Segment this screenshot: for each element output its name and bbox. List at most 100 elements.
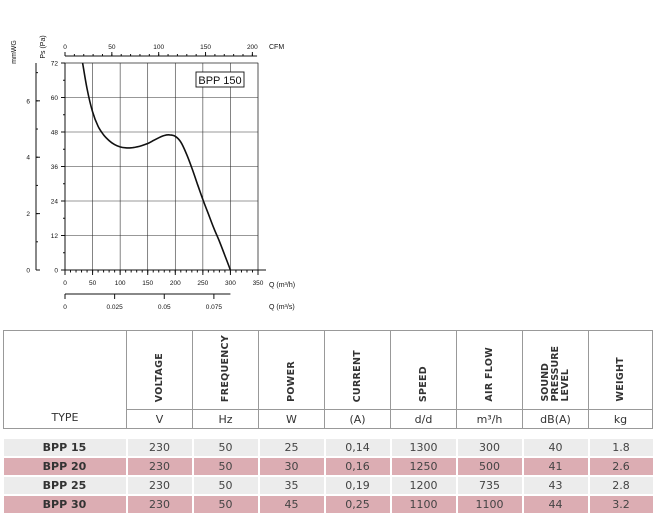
cell-voltage: 230 <box>125 494 193 513</box>
chart-axes <box>35 55 266 295</box>
m3s-tick-label: 0 <box>63 304 67 311</box>
m3h-tick-label: 250 <box>197 280 208 287</box>
y-right-axis-label: Ps (Pa) <box>40 35 47 58</box>
pa-tick-label: 12 <box>51 233 59 240</box>
cell-speed: 1250 <box>389 456 457 476</box>
pa-tick-label: 24 <box>51 199 59 206</box>
m3h-tick-label: 350 <box>253 280 264 287</box>
header-row: TYPE VOLTAGE FREQUENCY POWER CURRENT SPE… <box>3 330 653 429</box>
cell-current: 0,19 <box>323 475 391 495</box>
cell-spl: 44 <box>521 494 589 513</box>
cell-voltage: 230 <box>125 456 193 476</box>
chart-grid <box>64 62 259 271</box>
header-current: CURRENT <box>324 330 391 410</box>
cfm-tick-label: 100 <box>153 44 164 51</box>
m3s-tick-label: 0.025 <box>106 304 123 311</box>
units-row: V Hz W (A) d/d m³/h dB(A) kg <box>4 409 653 429</box>
cell-weight: 3.2 <box>587 494 653 513</box>
legend-box <box>195 71 245 88</box>
cell-type: BPP 20 <box>3 456 127 476</box>
cell-frequency: 50 <box>191 494 259 513</box>
legend-box-label: BPP 150 <box>198 75 241 87</box>
cfm-tick-label: 0 <box>63 44 67 51</box>
cfm-tick-label: 50 <box>108 44 116 51</box>
x-m3s-axis-label: Q (m³/s) <box>269 304 295 311</box>
unit-frequency: Hz <box>192 409 259 429</box>
cell-airflow: 300 <box>455 439 523 457</box>
unit-spl: dB(A) <box>522 409 589 429</box>
header-weight: WEIGHT <box>588 330 653 410</box>
table-row: BPP 20 230 50 30 0,16 1250 500 41 2.6 <box>3 456 653 476</box>
header-voltage: VOLTAGE <box>126 330 193 410</box>
cell-speed: 1100 <box>389 494 457 513</box>
cell-power: 35 <box>257 475 325 495</box>
mmwg-tick-label: 0 <box>26 268 30 275</box>
cell-frequency: 50 <box>191 456 259 476</box>
pa-tick-label: 60 <box>51 95 59 102</box>
unit-airflow: m³/h <box>456 409 523 429</box>
y-left-axis-label: mmWG <box>11 40 18 64</box>
cell-weight: 1.8 <box>587 439 653 457</box>
cell-spl: 43 <box>521 475 589 495</box>
unit-power: W <box>258 409 325 429</box>
m3s-tick-label: 0.05 <box>158 304 171 311</box>
cell-airflow: 1100 <box>455 494 523 513</box>
series-curve-bpp-150 <box>81 62 232 271</box>
cell-frequency: 50 <box>191 439 259 457</box>
unit-voltage: V <box>126 409 193 429</box>
cfm-tick-label: 200 <box>247 44 258 51</box>
table-row: BPP 15 230 50 25 0,14 1300 300 40 1.8 <box>3 439 653 457</box>
cell-power: 30 <box>257 456 325 476</box>
cell-type: BPP 25 <box>3 475 127 495</box>
x-top-axis-label: CFM <box>269 44 284 51</box>
cell-current: 0,25 <box>323 494 391 513</box>
pa-tick-label: 48 <box>51 130 59 137</box>
cell-power: 25 <box>257 439 325 457</box>
pa-tick-label: 36 <box>51 164 59 171</box>
unit-current: (A) <box>324 409 391 429</box>
table-row: BPP 30 230 50 45 0,25 1100 1100 44 3.2 <box>3 494 653 513</box>
cell-frequency: 50 <box>191 475 259 495</box>
unit-speed: d/d <box>390 409 457 429</box>
header-sound-pressure-level: SOUND PRESSURE LEVEL <box>522 330 589 410</box>
mmwg-tick-label: 4 <box>26 155 30 162</box>
cell-voltage: 230 <box>125 475 193 495</box>
cell-spl: 40 <box>521 439 589 457</box>
cell-current: 0,14 <box>323 439 391 457</box>
m3h-tick-label: 200 <box>170 280 181 287</box>
x-m3h-axis-label: Q (m³/h) <box>269 282 295 289</box>
cell-current: 0,16 <box>323 456 391 476</box>
cell-speed: 1300 <box>389 439 457 457</box>
header-type: TYPE <box>3 330 127 429</box>
cell-weight: 2.6 <box>587 456 653 476</box>
mmwg-tick-label: 2 <box>26 211 30 218</box>
pa-tick-label: 72 <box>51 61 59 68</box>
header-power: POWER <box>258 330 325 410</box>
mmwg-tick-label: 6 <box>26 98 30 105</box>
header-speed: SPEED <box>390 330 457 410</box>
cell-type: BPP 30 <box>3 494 127 513</box>
cell-weight: 2.8 <box>587 475 653 495</box>
cell-airflow: 735 <box>455 475 523 495</box>
cell-airflow: 500 <box>455 456 523 476</box>
cell-power: 45 <box>257 494 325 513</box>
header-frequency: FREQUENCY <box>192 330 259 410</box>
spec-table: TYPE VOLTAGE FREQUENCY POWER CURRENT SPE… <box>3 330 653 513</box>
cell-type: BPP 15 <box>3 439 127 457</box>
m3h-tick-label: 0 <box>63 280 67 287</box>
cfm-tick-label: 150 <box>200 44 211 51</box>
m3s-tick-label: 0.075 <box>206 304 223 311</box>
pa-tick-label: 0 <box>54 268 58 275</box>
cell-voltage: 230 <box>125 439 193 457</box>
unit-weight: kg <box>588 409 653 429</box>
header-airflow: AIR FLOW <box>456 330 523 410</box>
m3h-tick-label: 150 <box>142 280 153 287</box>
m3h-tick-label: 50 <box>89 280 97 287</box>
m3h-tick-label: 300 <box>225 280 236 287</box>
cell-spl: 41 <box>521 456 589 476</box>
cell-speed: 1200 <box>389 475 457 495</box>
table-row: BPP 25 230 50 35 0,19 1200 735 43 2.8 <box>3 475 653 495</box>
m3h-tick-label: 100 <box>115 280 126 287</box>
